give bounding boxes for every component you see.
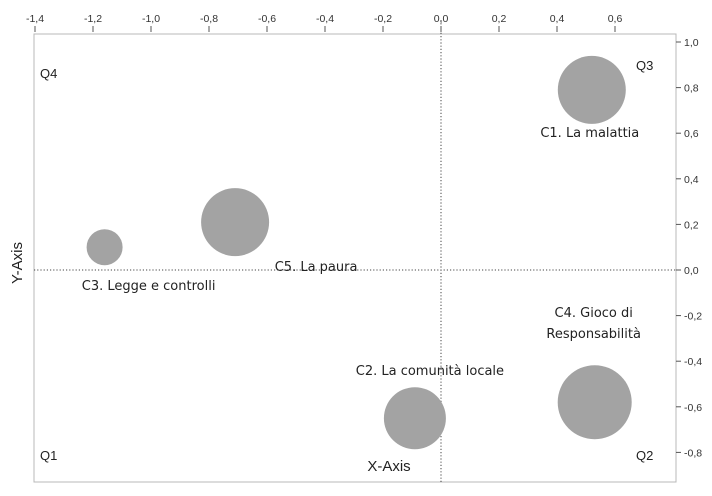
quadrant-q1-label: Q1 (40, 448, 57, 463)
bubble (557, 55, 626, 124)
x-tick-label: 0,0 (434, 13, 449, 25)
x-tick-label: -0,2 (374, 13, 392, 25)
y-tick-label: 0,6 (684, 128, 699, 140)
x-tick-label: -1,4 (26, 13, 44, 25)
y-tick-label: 0,0 (684, 265, 699, 277)
x-tick-label: 0,6 (608, 13, 623, 25)
bubble-label-line: Responsabilità (546, 327, 641, 342)
bubble (383, 387, 446, 450)
y-tick-label: 0,8 (684, 83, 699, 95)
bubble-label: C3. Legge e controlli (82, 279, 216, 294)
bubble (86, 229, 123, 266)
y-tick-label: 0,4 (684, 174, 699, 186)
bubble (201, 188, 270, 257)
x-tick-label: -0,4 (316, 13, 334, 25)
quadrant-q3-label: Q3 (636, 58, 653, 73)
x-tick-label: 0,2 (492, 13, 507, 25)
bubble-label-line: C4. Gioco di (555, 306, 633, 321)
bubble-label: C4. Gioco di Responsabilità (546, 306, 641, 342)
quadrant-q2-label: Q2 (636, 448, 653, 463)
x-tick-label: -1,2 (84, 13, 102, 25)
bubble (557, 365, 632, 440)
x-tick-label: -1,0 (142, 13, 160, 25)
y-tick-label: 1,0 (684, 37, 699, 49)
x-axis-title: X-Axis (367, 458, 410, 475)
x-tick-label: 0,4 (550, 13, 565, 25)
x-tick-label: -0,8 (200, 13, 218, 25)
y-tick-label: 0,2 (684, 219, 699, 231)
x-tick-label: -0,6 (258, 13, 276, 25)
y-axis-title: Y-Axis (9, 242, 26, 284)
bubble-label: C1. La malattia (540, 126, 639, 141)
plot-frame (33, 33, 677, 483)
y-tick-label: -0,4 (684, 356, 702, 368)
bubble-label: C2. La comunità locale (356, 364, 504, 379)
y-tick-label: -0,2 (684, 311, 702, 323)
y-tick-label: -0,6 (684, 402, 702, 414)
bubble-label: C5. La paura (275, 260, 358, 275)
y-tick-label: -0,8 (684, 447, 702, 459)
quadrant-q4-label: Q4 (40, 66, 57, 81)
